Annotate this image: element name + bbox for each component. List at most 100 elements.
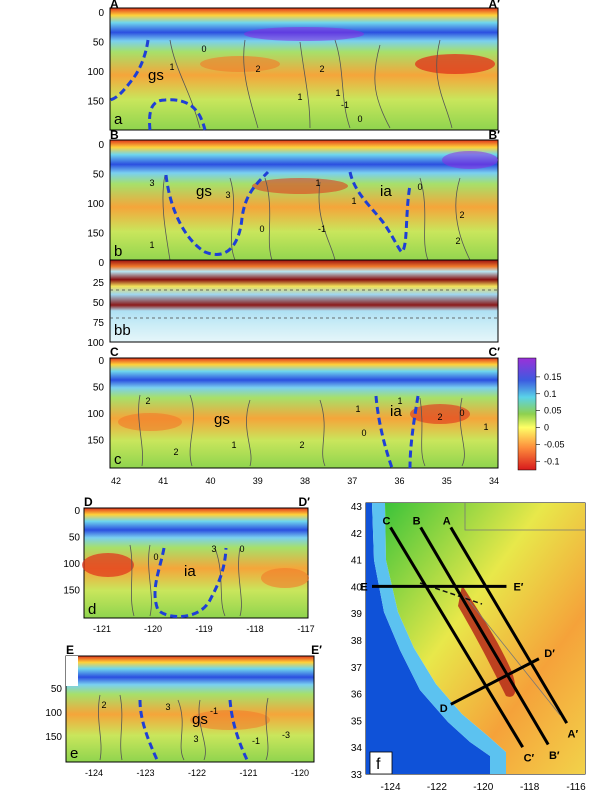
x-tick-label: 36 — [394, 476, 404, 486]
x-tick-label: -120 — [291, 768, 309, 778]
panel-b-plot — [109, 139, 499, 263]
map-y-tick-label: 36 — [351, 690, 363, 701]
panel-bb: bb — [109, 259, 499, 343]
x-tick-label: 38 — [300, 476, 310, 486]
x-tick-label: -121 — [93, 624, 111, 634]
panel-b-ia-boundary — [348, 171, 412, 254]
contour-label: 2 — [437, 412, 442, 422]
panel-a-high-anomaly — [244, 27, 364, 41]
contour-label: 0 — [239, 544, 244, 554]
panel-d-corner-left: D — [84, 495, 93, 509]
panel-b-label: b — [114, 243, 122, 260]
panel-d-corner-right: D′ — [298, 495, 310, 509]
y-tick-label: 25 — [93, 278, 105, 289]
panel-e-gs-boundary — [138, 699, 160, 763]
contour-label: 0 — [259, 224, 264, 234]
panel-e-gs-boundary-2 — [228, 699, 250, 763]
panel-b-feature-ia: ia — [380, 183, 392, 200]
y-tick-label: 50 — [69, 533, 81, 544]
panel-d-feature-ia: ia — [184, 563, 196, 580]
panel-b: gs ia b B B′ — [109, 128, 500, 263]
panel-d-ia-boundary — [153, 547, 228, 619]
panel-b-low-anomaly — [252, 178, 348, 194]
y-tick-label: 50 — [93, 170, 105, 181]
panel-c-corner-left: C — [110, 345, 119, 359]
contour-label: 3 — [149, 178, 154, 188]
panel-e-no-data — [66, 656, 78, 686]
y-tick-label: 100 — [87, 409, 104, 420]
profile-line — [449, 526, 569, 724]
contour-label: 2 — [145, 396, 150, 406]
y-tick-label: 0 — [98, 356, 104, 367]
profile-end-label: A′ — [568, 728, 579, 740]
y-tick-label: 50 — [93, 38, 105, 49]
x-tick-label: -118 — [246, 624, 263, 634]
x-tick-label: -123 — [136, 768, 154, 778]
contour-label: -1 — [252, 736, 260, 746]
contour-label: 0 — [201, 44, 206, 54]
contour-label: 1 — [335, 88, 340, 98]
panel-e-low-anomaly — [190, 710, 270, 730]
panel-b-gs-boundary — [164, 170, 270, 256]
panel-e-feature-gs: gs — [192, 711, 208, 728]
map-x-tick-label: -122 — [427, 782, 447, 793]
colorbar-tick-label: -0.05 — [544, 439, 565, 449]
panel-c-feature-ia: ia — [390, 403, 402, 420]
contour-label: 2 — [455, 236, 460, 246]
contour-label: 1 — [231, 440, 236, 450]
map-y-tick-label: 42 — [351, 529, 363, 540]
x-tick-label: 39 — [253, 476, 263, 486]
panel-b-corner-left: B — [110, 128, 119, 142]
contour-label: 1 — [315, 178, 320, 188]
panel-d-low-anomaly — [82, 553, 134, 577]
colorbar-gradient — [517, 357, 537, 471]
x-tick-label: -119 — [195, 624, 212, 634]
panel-d-low-anomaly-2 — [261, 568, 309, 588]
profile-start-label: D — [440, 703, 448, 715]
x-tick-label: -117 — [297, 624, 314, 634]
contour-label: 2 — [101, 700, 106, 710]
colorbar-tick-label: 0 — [544, 423, 549, 433]
y-tick-label: 0 — [74, 506, 80, 517]
colorbar — [517, 357, 537, 471]
x-tick-label: 40 — [205, 476, 215, 486]
panel-c-feature-gs: gs — [214, 411, 230, 428]
contour-label: 1 — [169, 62, 174, 72]
panel-bb-plot — [109, 259, 499, 343]
contour-label: 0 — [153, 552, 158, 562]
panel-a-gs-boundary-2 — [148, 98, 207, 131]
y-tick-label: 50 — [51, 684, 63, 695]
contour-label: 3 — [211, 544, 216, 554]
contour-label: 2 — [255, 64, 260, 74]
panel-a-corner-right: A′ — [488, 0, 500, 11]
contour-label: 3 — [165, 702, 170, 712]
panel-e-plot — [65, 655, 315, 763]
contour-label: 1 — [355, 404, 360, 414]
profile-line — [419, 526, 550, 746]
map-y-tick-label: 34 — [351, 743, 363, 754]
panel-d-label: d — [88, 601, 96, 618]
x-tick-label: -124 — [85, 768, 103, 778]
panel-a: gs a A A′ — [109, 0, 500, 131]
panel-e-corner-left: E — [66, 643, 74, 657]
y-tick-label: 150 — [87, 97, 104, 108]
map-x-tick-label: -116 — [566, 782, 586, 793]
colorbar-tick-label: 0.05 — [544, 406, 562, 416]
contour-label: 1 — [351, 196, 356, 206]
y-tick-label: 150 — [45, 732, 62, 743]
panel-a-gs-boundary — [109, 39, 150, 102]
contour-label: 2 — [299, 440, 304, 450]
contour-label: 1 — [397, 396, 402, 406]
map-y-tick-label: 35 — [351, 716, 363, 727]
panel-f-label-box — [369, 751, 393, 775]
panel-c-ia-boundary-2 — [408, 395, 420, 469]
contour-label: 0 — [361, 428, 366, 438]
panel-a-feature-gs: gs — [148, 67, 164, 84]
map-ocean-shallow — [372, 503, 506, 774]
panel-c: gs ia c C C′ — [109, 345, 500, 469]
panel-d: ia d D D′ — [82, 495, 310, 619]
x-tick-label: -120 — [144, 624, 162, 634]
panel-b-high-anomaly — [442, 151, 498, 169]
